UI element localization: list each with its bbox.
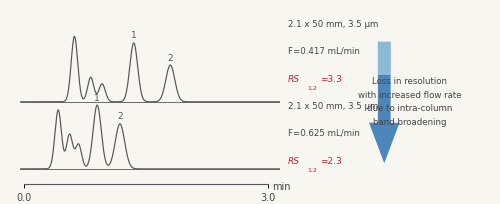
Text: RS: RS (288, 157, 300, 166)
Text: =2.3: =2.3 (320, 157, 342, 166)
Text: 1,2: 1,2 (308, 167, 318, 172)
Text: 2.1 x 50 mm, 3.5 μm: 2.1 x 50 mm, 3.5 μm (288, 102, 378, 111)
Text: min: min (272, 182, 290, 192)
Text: 1: 1 (94, 94, 100, 103)
Polygon shape (378, 42, 390, 75)
Text: Loss in resolution
with increased flow rate
due to intra-column
band broadening: Loss in resolution with increased flow r… (358, 77, 462, 127)
Text: 2: 2 (117, 112, 123, 121)
Text: F=0.417 mL/min: F=0.417 mL/min (288, 47, 360, 56)
Text: =3.3: =3.3 (320, 75, 342, 84)
Text: F=0.625 mL/min: F=0.625 mL/min (288, 129, 360, 137)
Polygon shape (369, 42, 400, 163)
Text: 2: 2 (168, 54, 173, 63)
Text: 1: 1 (131, 31, 136, 40)
Text: 1,2: 1,2 (308, 86, 318, 91)
Text: 2.1 x 50 mm, 3.5 μm: 2.1 x 50 mm, 3.5 μm (288, 20, 378, 29)
Text: RS: RS (288, 75, 300, 84)
